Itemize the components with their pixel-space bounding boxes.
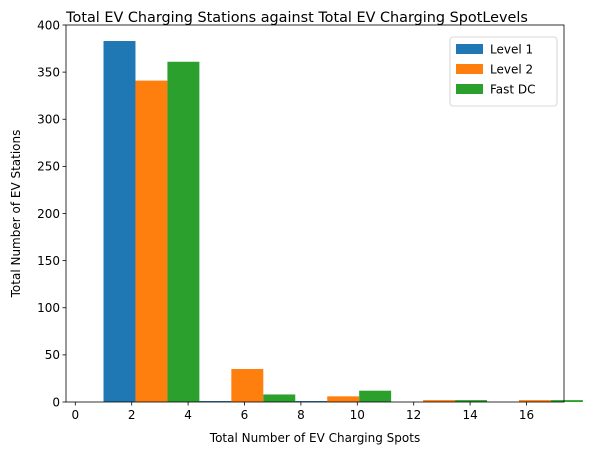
x-tick-label-1: 2: [128, 408, 136, 422]
legend-label-1: Level 2: [490, 62, 533, 76]
legend-label-0: Level 1: [490, 42, 533, 56]
bar-series-2-bin-3: [455, 400, 488, 402]
bar-series-2-bin-1: [263, 394, 296, 402]
x-tick-label-8: 16: [519, 408, 534, 422]
bar-series-1-bin-1: [231, 369, 264, 402]
bar-series-1-bin-0: [135, 80, 168, 403]
bar-series-0-bin-2: [295, 401, 328, 402]
x-axis-ticks: 0 2 4 6 8 10 12 14 16: [71, 402, 534, 422]
y-tick-label-5: 250: [37, 160, 60, 174]
x-tick-label-2: 4: [184, 408, 192, 422]
y-tick-label-7: 350: [37, 65, 60, 79]
x-tick-label-5: 10: [350, 408, 365, 422]
y-axis-ticks: 0 50 100 150 200 250 300 350 400: [37, 18, 66, 409]
y-tick-label-3: 150: [37, 254, 60, 268]
y-tick-label-0: 0: [52, 395, 60, 409]
legend-swatch-0: [456, 44, 483, 54]
legend-swatch-2: [456, 84, 483, 94]
x-tick-label-7: 14: [462, 408, 477, 422]
x-tick-label-6: 12: [406, 408, 421, 422]
bar-series-1-bin-2: [327, 396, 360, 402]
y-tick-label-4: 200: [37, 207, 60, 221]
bar-series-1-bin-3: [423, 400, 456, 402]
legend-label-2: Fast DC: [490, 82, 536, 96]
x-tick-label-0: 0: [71, 408, 79, 422]
bar-series-1-bin-4: [518, 400, 551, 402]
y-tick-label-6: 300: [37, 113, 60, 127]
legend-swatch-1: [456, 64, 483, 74]
y-tick-label-1: 50: [45, 348, 60, 362]
legend: Level 1 Level 2 Fast DC: [449, 36, 558, 107]
x-tick-label-3: 6: [241, 408, 249, 422]
x-tick-label-4: 8: [297, 408, 305, 422]
bars-layer: [103, 41, 583, 403]
chart-title: Total EV Charging Stations against Total…: [65, 10, 528, 26]
bar-series-0-bin-1: [199, 401, 232, 402]
x-axis-label: Total Number of EV Charging Spots: [209, 431, 420, 445]
bar-series-2-bin-0: [167, 61, 200, 402]
y-tick-label-8: 400: [37, 18, 60, 32]
bar-series-2-bin-2: [359, 390, 392, 402]
bar-series-2-bin-4: [550, 400, 583, 402]
y-axis-label: Total Number of EV Stations: [9, 130, 23, 299]
bar-series-0-bin-0: [103, 41, 136, 403]
y-tick-label-2: 100: [37, 301, 60, 315]
